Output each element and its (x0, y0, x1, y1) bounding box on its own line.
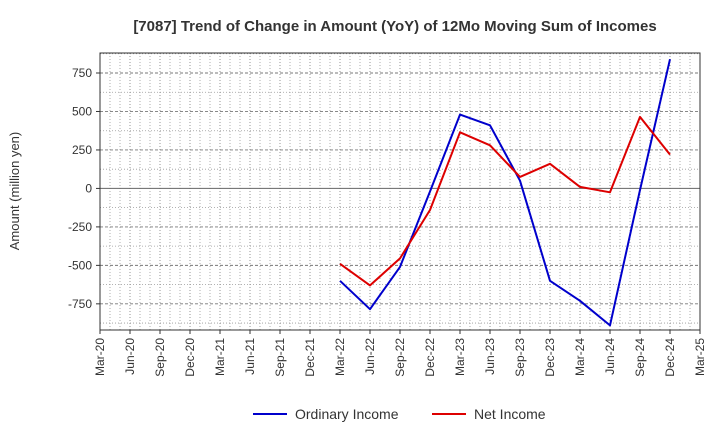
x-tick-label: Mar-21 (213, 338, 227, 376)
x-tick-label: Dec-24 (663, 338, 677, 377)
legend-label: Ordinary Income (295, 406, 399, 422)
x-tick-label: Sep-22 (393, 338, 407, 377)
x-tick-label: Dec-21 (303, 338, 317, 377)
y-tick-label: 0 (85, 181, 92, 195)
x-tick-label: Dec-23 (543, 338, 557, 377)
x-tick-label: Jun-24 (603, 338, 617, 375)
y-axis-title: Amount (million yen) (7, 132, 22, 251)
plot-area: 750 500 250 0 -250 -500 -750 Mar-20 Jun-20 Sep-20… (68, 52, 707, 377)
y-tick-label: 250 (72, 143, 92, 157)
x-tick-label: Jun-21 (243, 338, 257, 375)
y-tick-label: -750 (68, 297, 92, 311)
series-line-ordinary-income (339, 58, 671, 327)
y-tick-label: -250 (68, 220, 92, 234)
x-tick-label: Sep-21 (273, 338, 287, 377)
legend-label: Net Income (474, 406, 546, 422)
x-tick-label: Mar-25 (693, 338, 707, 376)
x-tick-label: Sep-23 (513, 338, 527, 377)
legend: Ordinary Income Net Income (253, 406, 546, 422)
x-tick-label: Mar-22 (333, 338, 347, 376)
x-tick-label: Dec-20 (183, 338, 197, 377)
x-tick-label: Jun-23 (483, 338, 497, 375)
y-tick-label: 750 (72, 66, 92, 80)
x-tick-label: Sep-20 (153, 338, 167, 377)
x-tick-label: Mar-23 (453, 338, 467, 376)
y-tick-label: -500 (68, 258, 92, 272)
x-tick-label: Jun-20 (123, 338, 137, 375)
x-tick-label: Mar-24 (573, 338, 587, 376)
y-tick-label: 500 (72, 104, 92, 118)
series-line-net-income (339, 115, 671, 287)
chart-title: [7087] Trend of Change in Amount (YoY) o… (133, 18, 656, 35)
x-tick-label: Sep-24 (633, 338, 647, 377)
x-tick-label: Jun-22 (363, 338, 377, 375)
x-tick-label: Mar-20 (93, 338, 107, 376)
x-tick-label: Dec-22 (423, 338, 437, 377)
